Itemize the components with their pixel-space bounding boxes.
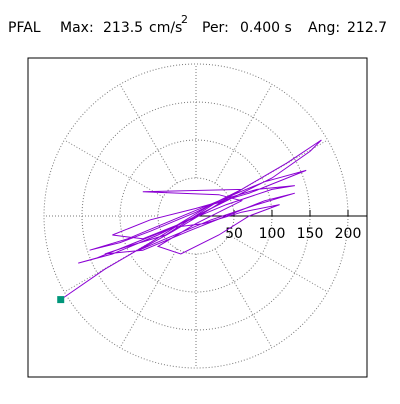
grid-spoke bbox=[64, 139, 164, 198]
angle-value: 212.7 bbox=[347, 20, 387, 36]
angle-label: Ang: bbox=[308, 20, 340, 36]
grid-spoke bbox=[119, 84, 178, 184]
max-unit: cm/s bbox=[149, 20, 182, 36]
r-tick-label: 100 bbox=[259, 226, 286, 242]
max-unit-power: 2 bbox=[181, 13, 188, 26]
grid-spoke bbox=[228, 234, 328, 293]
start-marker bbox=[57, 296, 65, 304]
r-tick-label: 50 bbox=[225, 226, 243, 242]
trace bbox=[60, 139, 322, 301]
period-value: 0.400 s bbox=[240, 20, 292, 36]
grid-spoke bbox=[214, 84, 273, 184]
station: PFAL bbox=[8, 20, 41, 36]
max-label: Max: bbox=[60, 20, 94, 36]
max-value: 213.5 bbox=[103, 20, 143, 36]
grid-spoke bbox=[119, 248, 178, 348]
grid-spoke bbox=[214, 248, 273, 348]
r-tick-label: 150 bbox=[297, 226, 324, 242]
period-label: Per: bbox=[202, 20, 229, 36]
r-tick-label: 200 bbox=[335, 226, 362, 242]
plot-frame bbox=[27, 57, 368, 378]
